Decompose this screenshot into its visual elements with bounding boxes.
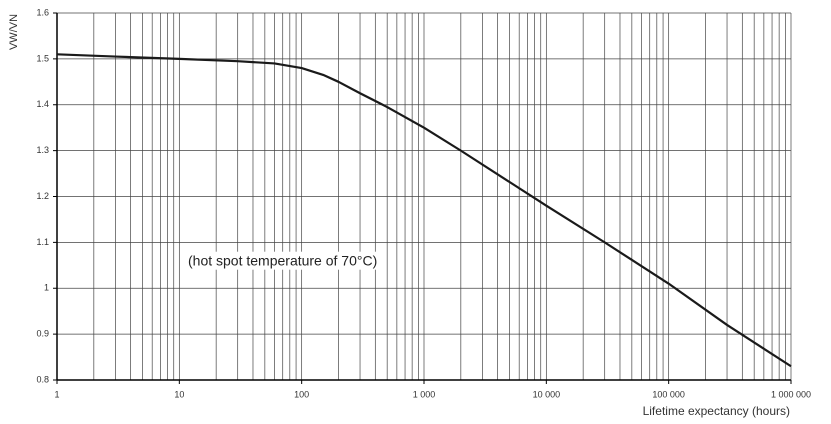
- y-tick-label: 1: [44, 283, 49, 293]
- x-tick-label: 10: [174, 389, 184, 399]
- line: [56, 53, 792, 368]
- x-axis-label: Lifetime expectancy (hours): [643, 404, 790, 418]
- x-tick-label: 100 000: [652, 389, 685, 399]
- x-tick-label: 10 000: [533, 389, 561, 399]
- x-tick-label: 1 000 000: [771, 389, 811, 399]
- annotation-bg: [186, 251, 380, 270]
- y-tick-label: 1.2: [36, 191, 49, 201]
- y-tick-label: 0.9: [36, 329, 49, 339]
- annotation: (hot spot temperature of 70°C): [188, 253, 377, 269]
- y-tick-label: 1.4: [36, 99, 49, 109]
- y-axis-label: VW/VN: [8, 14, 20, 50]
- y-tick-label: 1.1: [36, 237, 49, 247]
- x-tick-label: 100: [294, 389, 309, 399]
- y-tick-label: 0.8: [36, 374, 49, 384]
- x-tick-label: 1: [54, 389, 59, 399]
- y-tick-label: 1.3: [36, 145, 49, 155]
- x-tick-label: 1 000: [413, 389, 436, 399]
- y-tick-label: 1.5: [36, 53, 49, 63]
- y-tick-label: 1.6: [36, 7, 49, 17]
